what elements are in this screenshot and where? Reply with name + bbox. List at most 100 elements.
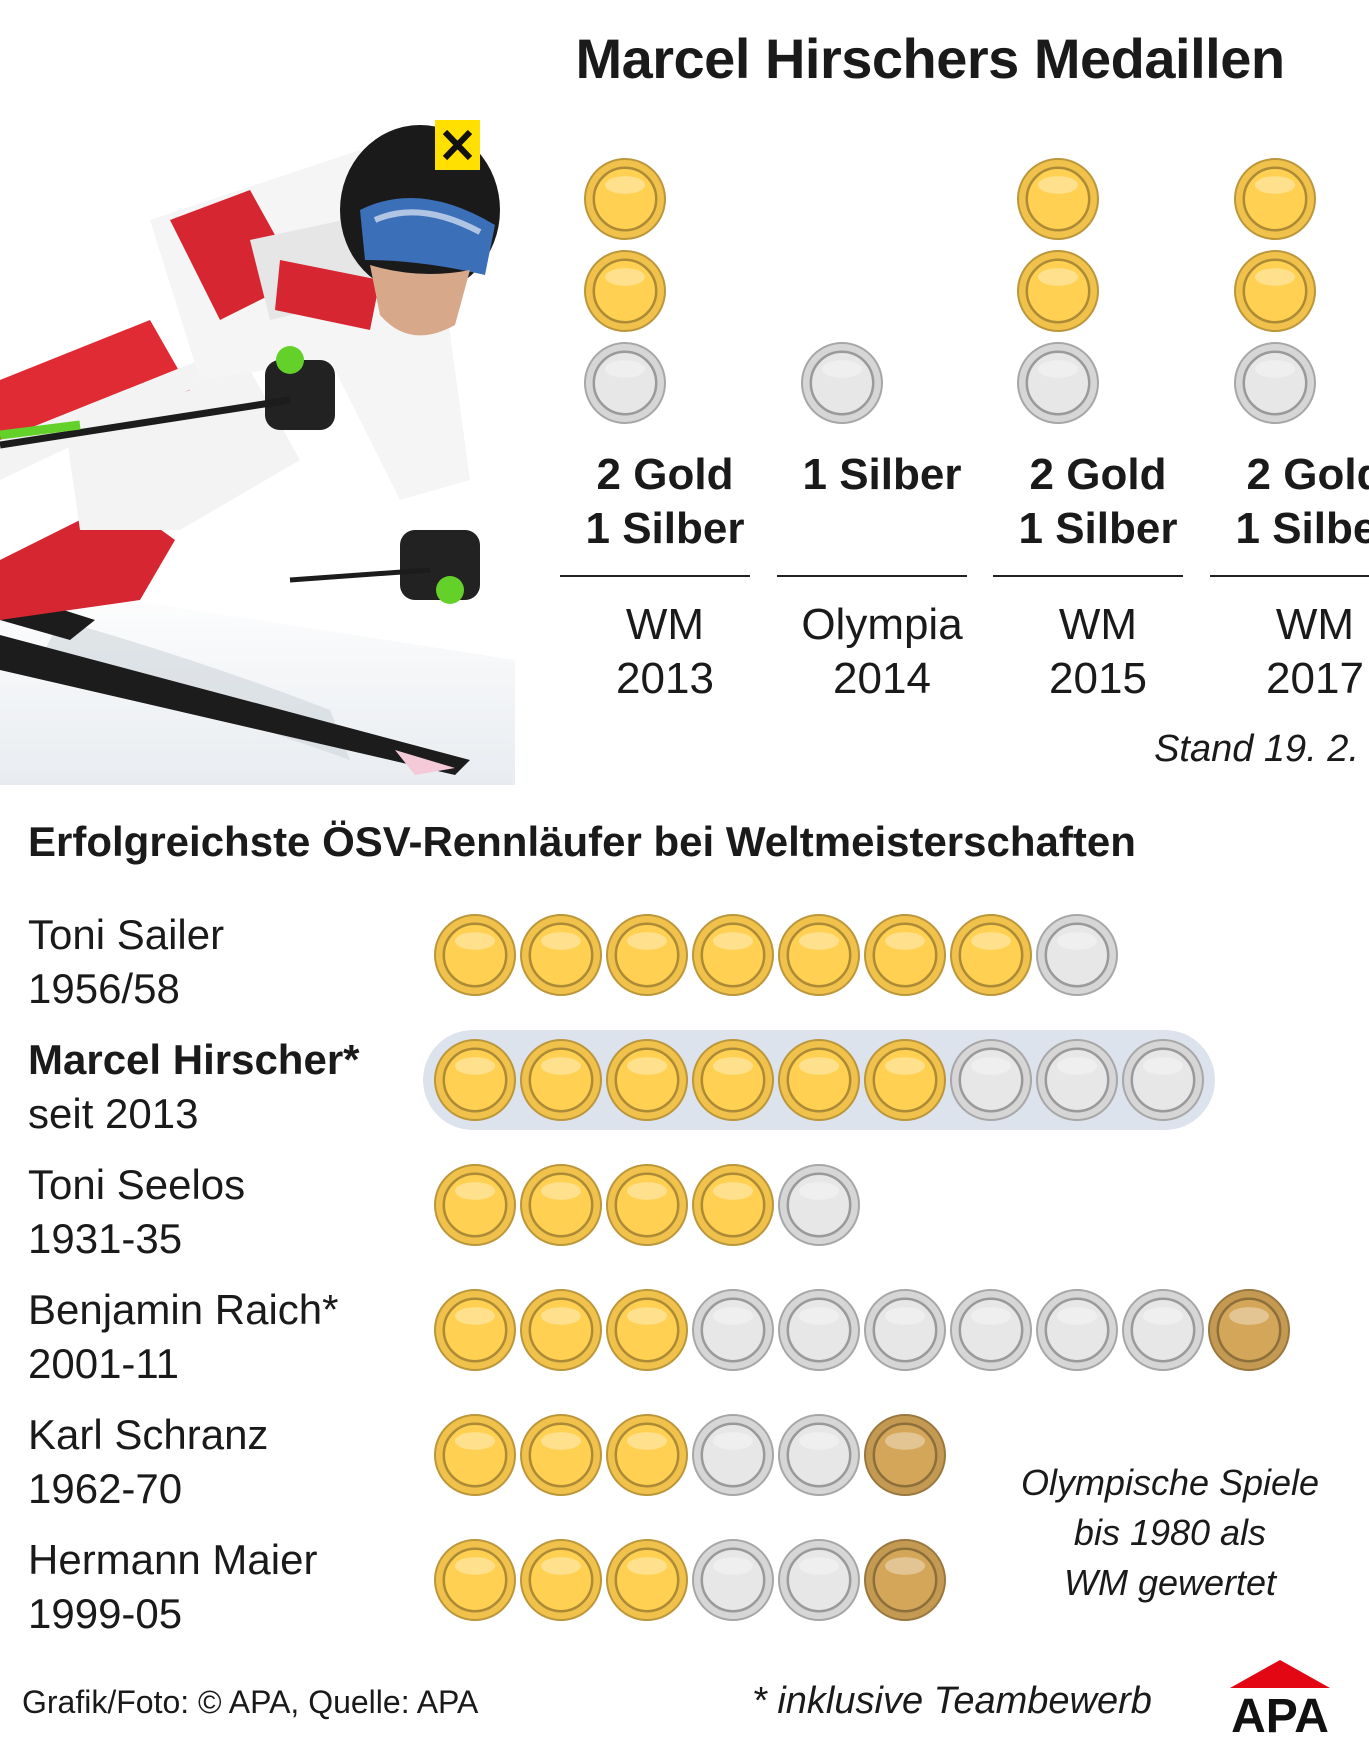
athlete-period: 2001-11 bbox=[28, 1340, 180, 1387]
event-name: WM bbox=[1058, 600, 1138, 649]
athlete-period: seit 2013 bbox=[28, 1090, 199, 1137]
gold-medal bbox=[692, 1164, 774, 1246]
athlete-label: Toni Sailer 1956/58 bbox=[28, 908, 224, 1016]
chart-title: Marcel Hirschers Medaillen bbox=[575, 27, 1285, 90]
olympic-note: Olympische Spiele bis 1980 als WM gewert… bbox=[985, 1458, 1355, 1608]
gold-medal bbox=[520, 914, 602, 996]
gold-medal bbox=[434, 1414, 516, 1496]
silver-medal bbox=[864, 1289, 946, 1371]
athlete-label: Hermann Maier 1999-05 bbox=[28, 1533, 317, 1641]
medal-stack bbox=[801, 342, 883, 424]
silver-medal bbox=[778, 1414, 860, 1496]
apa-logo-text: APA bbox=[1231, 1690, 1329, 1740]
column-divider bbox=[993, 575, 1183, 577]
athlete-period: 1999-05 bbox=[28, 1590, 183, 1637]
column-summary: 1 Silber bbox=[767, 448, 997, 502]
gold-medal bbox=[520, 1414, 602, 1496]
athlete-name: Hermann Maier bbox=[28, 1536, 318, 1583]
column-divider bbox=[777, 575, 967, 577]
athlete-name: Toni Seelos bbox=[28, 1161, 246, 1208]
gold-medal bbox=[778, 914, 860, 996]
gold-medal bbox=[606, 1039, 688, 1121]
column-summary: 2 Gold 1 Silber bbox=[1200, 448, 1369, 556]
silver-medal bbox=[1036, 914, 1118, 996]
athlete-label: Marcel Hirscher* seit 2013 bbox=[28, 1033, 360, 1141]
event-year: 2013 bbox=[616, 654, 714, 703]
bronze-medal bbox=[864, 1539, 946, 1621]
column-summary: 2 Gold 1 Silber bbox=[550, 448, 780, 556]
athlete-label: Karl Schranz 1962-70 bbox=[28, 1408, 268, 1516]
summary-line-1: 2 Gold bbox=[1029, 450, 1167, 499]
bronze-medal bbox=[864, 1414, 946, 1496]
event-name: WM bbox=[1275, 600, 1355, 649]
column-event: WM 2013 bbox=[540, 598, 790, 706]
silver-medal bbox=[1036, 1289, 1118, 1371]
gold-medal bbox=[1234, 250, 1316, 332]
gold-medal bbox=[606, 1289, 688, 1371]
athlete-period: 1962-70 bbox=[28, 1465, 183, 1512]
silver-medal bbox=[584, 342, 666, 424]
gold-medal bbox=[606, 1414, 688, 1496]
event-year: 2015 bbox=[1049, 654, 1147, 703]
column-divider bbox=[560, 575, 750, 577]
silver-medal bbox=[950, 1039, 1032, 1121]
athlete-period: 1956/58 bbox=[28, 965, 180, 1012]
olympic-note-line-3: WM gewertet bbox=[1063, 1562, 1277, 1603]
silver-medal bbox=[778, 1289, 860, 1371]
column-summary: 2 Gold 1 Silber bbox=[983, 448, 1213, 556]
gold-medal bbox=[434, 1164, 516, 1246]
summary-line-1: 2 Gold bbox=[1246, 450, 1369, 499]
silver-medal bbox=[1122, 1289, 1204, 1371]
silver-medal bbox=[692, 1539, 774, 1621]
gold-medal bbox=[692, 1039, 774, 1121]
skier-photo bbox=[0, 60, 515, 785]
gold-medal bbox=[692, 914, 774, 996]
summary-line-1: 1 Silber bbox=[802, 450, 962, 499]
gold-medal bbox=[520, 1039, 602, 1121]
athlete-label: Toni Seelos 1931-35 bbox=[28, 1158, 245, 1266]
athlete-name: Benjamin Raich* bbox=[28, 1286, 339, 1333]
athlete-name: Karl Schranz bbox=[28, 1411, 269, 1458]
olympic-note-line-2: bis 1980 als bbox=[1073, 1512, 1267, 1553]
column-event: Olympia 2014 bbox=[757, 598, 1007, 706]
event-year: 2017 bbox=[1266, 654, 1364, 703]
gold-medal bbox=[584, 250, 666, 332]
silver-medal bbox=[778, 1164, 860, 1246]
gold-medal bbox=[584, 158, 666, 240]
gold-medal bbox=[434, 914, 516, 996]
silver-medal bbox=[692, 1289, 774, 1371]
silver-medal bbox=[801, 342, 883, 424]
silver-medal bbox=[778, 1539, 860, 1621]
gold-medal bbox=[864, 914, 946, 996]
gold-medal bbox=[606, 914, 688, 996]
medal-stack bbox=[1017, 158, 1099, 424]
athlete-name: Marcel Hirscher* bbox=[28, 1036, 360, 1083]
event-name: WM bbox=[625, 600, 705, 649]
gold-medal bbox=[864, 1039, 946, 1121]
summary-line-2: 1 Silber bbox=[1018, 504, 1178, 553]
gold-medal bbox=[520, 1539, 602, 1621]
gold-medal bbox=[1017, 250, 1099, 332]
column-event: WM 2015 bbox=[973, 598, 1223, 706]
team-footnote: * inklusive Teambewerb bbox=[752, 1680, 1152, 1722]
athlete-label: Benjamin Raich* 2001-11 bbox=[28, 1283, 339, 1391]
silver-medal bbox=[1234, 342, 1316, 424]
gold-medal bbox=[434, 1289, 516, 1371]
athlete-period: 1931-35 bbox=[28, 1215, 183, 1262]
gold-medal bbox=[1234, 158, 1316, 240]
stand-date: Stand 19. 2. bbox=[1154, 728, 1359, 770]
section-title: Erfolgreichste ÖSV-Rennläufer bei Weltme… bbox=[28, 818, 1136, 865]
medal-stack bbox=[1234, 158, 1316, 424]
athlete-name: Toni Sailer bbox=[28, 911, 225, 958]
silver-medal bbox=[1122, 1039, 1204, 1121]
bronze-medal bbox=[1208, 1289, 1290, 1371]
gold-medal bbox=[434, 1039, 516, 1121]
gold-medal bbox=[606, 1164, 688, 1246]
gold-medal bbox=[434, 1539, 516, 1621]
olympic-note-line-1: Olympische Spiele bbox=[1020, 1462, 1320, 1503]
apa-logo: APA bbox=[1230, 1660, 1330, 1740]
medal-stack bbox=[584, 158, 666, 424]
event-year: 2014 bbox=[833, 654, 931, 703]
source-credit: Grafik/Foto: © APA, Quelle: APA bbox=[22, 1684, 479, 1720]
